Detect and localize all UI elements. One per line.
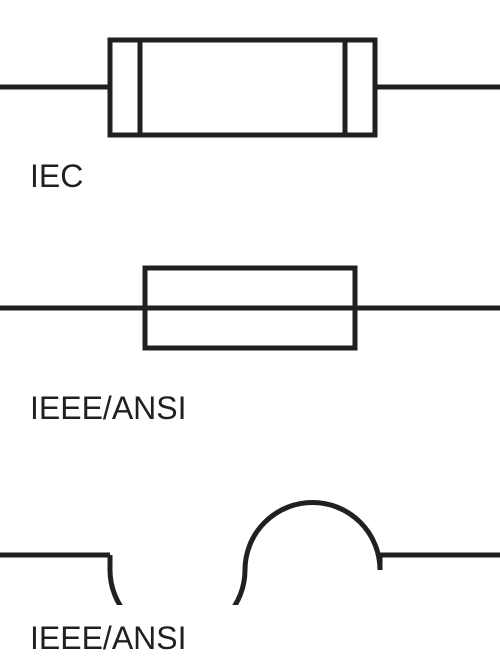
fuse-symbols-diagram: IEC IEEE/ANSI IEEE/ANSI xyxy=(0,0,500,668)
label-ieee-ansi-2: IEEE/ANSI xyxy=(30,620,187,657)
label-iec: IEC xyxy=(30,158,83,195)
sine-element xyxy=(110,503,380,606)
ieee-ansi-sine-fuse-symbol xyxy=(0,450,500,605)
iec-fuse-symbol xyxy=(0,20,500,150)
ieee-ansi-rect-fuse-symbol xyxy=(0,248,500,378)
fuse-body xyxy=(110,40,375,135)
label-ieee-ansi-1: IEEE/ANSI xyxy=(30,390,187,427)
